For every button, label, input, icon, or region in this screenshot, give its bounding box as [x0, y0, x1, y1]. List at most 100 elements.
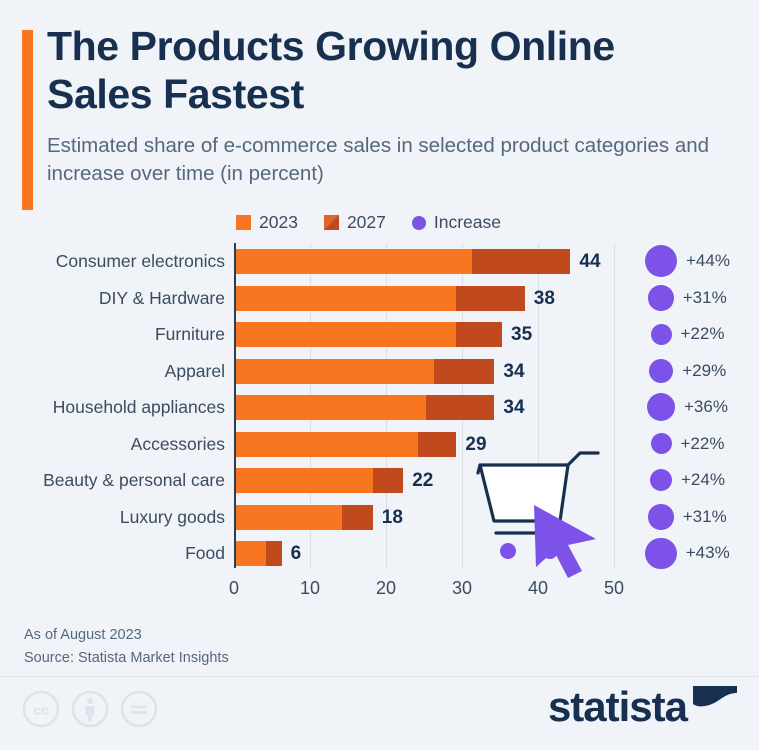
gridline	[614, 243, 615, 568]
chart-row[interactable]: Food 6	[185, 535, 614, 572]
chart-row[interactable]: Apparel 34	[165, 353, 614, 390]
increase-row[interactable]: +24%	[645, 462, 725, 499]
increase-row[interactable]: +43%	[645, 535, 730, 572]
bar-value-label: 44	[579, 251, 601, 272]
x-axis-tick-label: 40	[527, 578, 549, 598]
legend-swatch-increase-icon	[411, 215, 426, 230]
stacked-bar[interactable]	[236, 504, 373, 530]
increase-dot	[648, 504, 674, 530]
bar-segment-2023	[236, 395, 426, 420]
legend-item-2023[interactable]: 2023	[236, 212, 298, 233]
stacked-bar[interactable]	[236, 541, 282, 566]
increase-label: +44%	[686, 251, 730, 271]
bar-segment-2027	[372, 468, 404, 493]
chart-row[interactable]: Accessories 29	[131, 426, 614, 463]
chart-row[interactable]: Luxury goods 18	[120, 499, 614, 536]
bar-segment-2027	[456, 285, 525, 311]
bar-segment-2027	[471, 249, 571, 274]
category-label: Beauty & personal care	[43, 470, 225, 490]
chart-row[interactable]: Household appliances 34	[53, 389, 614, 426]
increase-row[interactable]: +36%	[645, 389, 728, 426]
page-subtitle: Estimated share of e-commerce sales in s…	[47, 134, 710, 185]
x-axis: 0 10 20 30 40 50	[229, 578, 634, 608]
bar-segment-2023	[236, 468, 373, 493]
increase-dot	[645, 245, 677, 278]
increase-label: +24%	[681, 470, 725, 490]
stacked-bar[interactable]	[236, 468, 404, 493]
header: The Products Growing Online Sales Fastes…	[0, 22, 759, 210]
svg-text:cc: cc	[33, 702, 49, 718]
legend-item-increase[interactable]: Increase	[411, 212, 501, 233]
stacked-bar[interactable]	[236, 249, 571, 274]
no-derivatives-icon[interactable]	[120, 690, 158, 728]
statista-logo[interactable]: statista	[548, 686, 737, 728]
bar-segment-2027	[456, 322, 502, 347]
legend-item-2027[interactable]: 2027	[323, 212, 386, 233]
footer-divider	[0, 676, 759, 677]
y-axis-line	[234, 243, 236, 568]
bar-value-label: 18	[381, 506, 403, 528]
bar-chart: Consumer electronics 44 DIY & Hardware 38 Fu…	[0, 243, 759, 588]
statista-mark-icon	[693, 686, 737, 728]
legend-label-2023: 2023	[259, 212, 298, 232]
bar-segment-2023	[236, 541, 267, 566]
footer-notes: As of August 2023 Source: Statista Marke…	[24, 624, 229, 670]
chart-row[interactable]: Consumer electronics 44	[56, 243, 614, 280]
chart-legend: 2023 2027 Increase	[236, 212, 501, 233]
increase-label: +36%	[684, 397, 728, 417]
x-axis-tick-label: 10	[299, 578, 321, 598]
stacked-bar[interactable]	[236, 395, 495, 420]
bar-segment-2023	[236, 249, 472, 274]
increase-row[interactable]: +22%	[645, 426, 724, 463]
stacked-bar[interactable]	[236, 322, 502, 347]
chart-row[interactable]: Beauty & personal care 22	[43, 462, 614, 499]
bar-segment-2027	[426, 395, 495, 420]
plot-area: Consumer electronics 44 DIY & Hardware 38 Fu…	[43, 243, 615, 578]
stacked-bar[interactable]	[236, 285, 525, 311]
category-label: Household appliances	[52, 397, 225, 417]
increase-column: +44% +31% +22% +29% +36% +22% +24% +31% +43%	[645, 243, 759, 578]
increase-label: +43%	[685, 543, 730, 563]
increase-dot	[648, 358, 674, 383]
category-label: Consumer electronics	[55, 251, 225, 271]
legend-label-increase: Increase	[433, 212, 501, 232]
x-axis-tick-label: 0	[228, 578, 240, 598]
increase-label: +29%	[682, 360, 727, 380]
stacked-bar[interactable]	[236, 358, 495, 384]
attribution-icon[interactable]	[71, 690, 109, 728]
chart-row[interactable]: Furniture 35	[155, 316, 614, 353]
bar-value-label: 6	[290, 543, 302, 564]
increase-row[interactable]: +29%	[645, 353, 726, 390]
increase-dot	[650, 433, 672, 455]
creative-commons-icons: cc	[22, 690, 158, 728]
increase-row[interactable]: +31%	[645, 280, 727, 317]
cc-icon[interactable]: cc	[22, 690, 60, 728]
x-axis-tick-label: 20	[375, 578, 397, 598]
bar-segment-2023	[236, 431, 419, 457]
bar-segment-2023	[236, 358, 434, 384]
stacked-bar[interactable]	[236, 431, 457, 457]
bar-segment-2027	[418, 431, 457, 457]
increase-dot	[650, 469, 672, 492]
bar-value-label: 38	[533, 287, 555, 309]
increase-row[interactable]: +22%	[645, 316, 724, 353]
bar-segment-2027	[433, 358, 495, 384]
bar-segment-2027	[342, 504, 373, 530]
increase-dot	[645, 537, 677, 569]
chart-row[interactable]: DIY & Hardware 38	[99, 280, 614, 317]
as-of-text: As of August 2023	[24, 627, 142, 643]
x-axis-tick-label: 50	[603, 578, 625, 598]
bar-value-label: 35	[511, 324, 533, 345]
increase-dot	[648, 285, 674, 311]
increase-row[interactable]: +44%	[645, 243, 730, 280]
bar-segment-2023	[236, 285, 457, 311]
increase-label: +31%	[682, 506, 727, 526]
increase-row[interactable]: +31%	[645, 499, 727, 536]
increase-label: +22%	[680, 433, 725, 453]
category-label: Luxury goods	[119, 506, 225, 527]
category-label: Food	[185, 543, 225, 563]
category-label: Furniture	[154, 324, 225, 344]
bar-value-label: 22	[412, 470, 434, 491]
category-label: Apparel	[164, 360, 225, 381]
